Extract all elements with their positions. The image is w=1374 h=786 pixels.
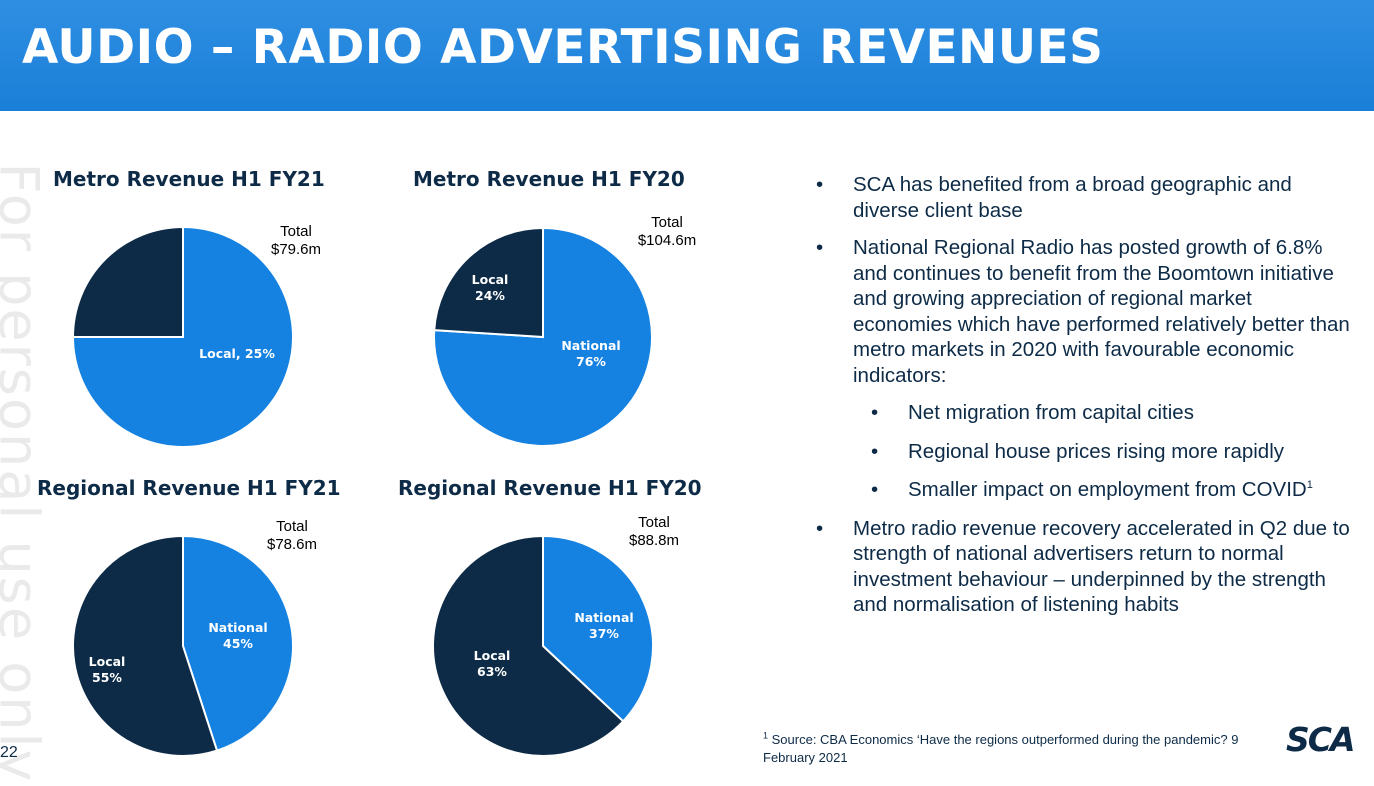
footnote-ref: 1 xyxy=(1306,479,1313,492)
chart-title-metro-fy21: Metro Revenue H1 FY21 xyxy=(53,167,325,191)
bullet-dot: • xyxy=(871,401,879,424)
page-number: 22 xyxy=(0,744,18,761)
pie-slice-local xyxy=(433,226,544,339)
pie-slice-label-national: National 37% xyxy=(574,610,633,641)
bullet-dot: • xyxy=(871,478,879,501)
pie-slice-local xyxy=(72,534,219,757)
pie-slice-label-local: Local 63% xyxy=(474,648,511,679)
bullet-text: National Regional Radio has posted growt… xyxy=(853,236,1350,387)
pie-slice-label-local: Local 55% xyxy=(89,654,126,685)
total-value: $88.8m xyxy=(628,532,680,549)
total-label: Total xyxy=(651,214,683,231)
chart-total-regional-fy20: Total $88.8m xyxy=(629,514,679,550)
bullet-text: Metro radio revenue recovery accelerated… xyxy=(853,516,1350,617)
chart-title-metro-fy20: Metro Revenue H1 FY20 xyxy=(413,167,685,191)
pie-chart-regional-fy21: National 45% Local 55% xyxy=(72,534,294,757)
bullet-text: SCA has benefited from a broad geographi… xyxy=(853,173,1292,222)
total-value: $78.6m xyxy=(266,536,318,553)
chart-title-regional-fy21: Regional Revenue H1 FY21 xyxy=(37,476,341,500)
header-bar: AUDIO – RADIO ADVERTISING REVENUES xyxy=(0,0,1374,111)
bullet-text: Net migration from capital cities xyxy=(908,401,1194,424)
footnote: 1 Source: CBA Economics ‘Have the region… xyxy=(763,731,1273,767)
chart-total-metro-fy21: Total $79.6m xyxy=(271,223,321,259)
watermark-text: For personal use only xyxy=(0,162,44,784)
watermark: For personal use only xyxy=(0,160,44,786)
pie-slice-label-national: National 76% xyxy=(561,338,620,369)
total-label: Total xyxy=(276,518,308,535)
bullet-item: • Metro radio revenue recovery accelerat… xyxy=(816,516,1356,618)
bullet-dot: • xyxy=(816,173,824,196)
pie-chart-metro-fy20: National 76% Local 24% xyxy=(433,226,653,447)
chart-total-metro-fy20: Total $104.6m xyxy=(638,214,696,250)
pie-chart-metro-fy21: National,75%Local, 25% xyxy=(71,225,294,448)
sca-logo: SCA xyxy=(1286,720,1356,759)
sub-bullet-item: • Regional house prices rising more rapi… xyxy=(816,439,1356,465)
bullet-dot: • xyxy=(816,516,824,540)
chart-total-regional-fy21: Total $78.6m xyxy=(267,518,317,554)
pie-slice-label-local: Local 24% xyxy=(472,272,509,303)
bullet-dot: • xyxy=(816,236,824,259)
total-label: Total xyxy=(638,514,670,531)
pie-chart-regional-fy20: National 37% Local 63% xyxy=(432,534,654,757)
pie-slice-local xyxy=(71,225,184,338)
bullet-list: • SCA has benefited from a broad geograp… xyxy=(816,172,1356,630)
pie-slice-local xyxy=(432,534,625,757)
bullet-item: • SCA has benefited from a broad geograp… xyxy=(816,172,1356,223)
sub-bullet-item: • Net migration from capital cities xyxy=(816,400,1356,426)
bullet-dot: • xyxy=(871,439,879,463)
pie-slice-national xyxy=(182,534,294,752)
total-value: $79.6m xyxy=(270,241,322,258)
footnote-marker: 1 xyxy=(763,730,769,741)
pie-slice-label-local: Local, 25% xyxy=(199,346,275,361)
sub-bullet-item: • Smaller impact on employment from COVI… xyxy=(816,477,1356,503)
pie-slice-national xyxy=(542,534,654,723)
bullet-text: Smaller impact on employment from COVID xyxy=(908,478,1307,501)
slide-title: AUDIO – RADIO ADVERTISING REVENUES xyxy=(22,20,1104,75)
footnote-text: Source: CBA Economics ‘Have the regions … xyxy=(763,732,1239,765)
total-label: Total xyxy=(280,223,312,240)
pie-slice-label-national: National 45% xyxy=(208,620,267,651)
bullet-item: • National Regional Radio has posted gro… xyxy=(816,235,1356,388)
total-value: $104.6m xyxy=(637,232,697,249)
pie-slice-national xyxy=(433,226,653,447)
chart-title-regional-fy20: Regional Revenue H1 FY20 xyxy=(398,476,702,500)
bullet-text: Regional house prices rising more rapidl… xyxy=(908,439,1285,463)
